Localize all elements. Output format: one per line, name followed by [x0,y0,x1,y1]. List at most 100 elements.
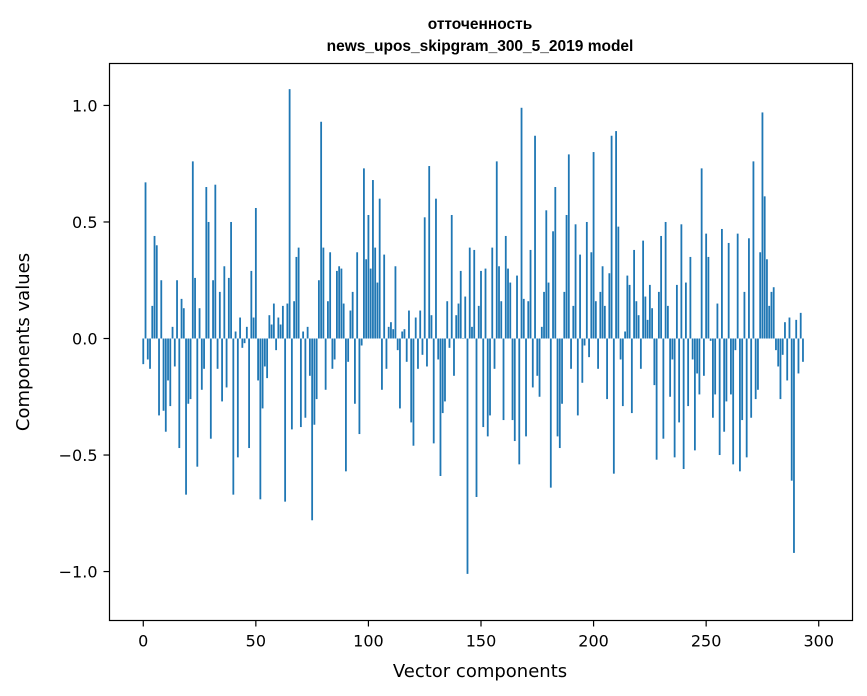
bar-233 [666,305,669,339]
bar-12 [169,338,172,407]
bar-150 [480,270,482,339]
x-axis-label: Vector components [393,661,567,682]
bar-131 [437,338,440,360]
bar-39 [230,221,232,339]
bar-145 [468,247,471,339]
bar-156 [493,338,496,369]
bar-276 [763,196,766,339]
bar-106 [381,338,383,390]
bar-267 [743,291,746,339]
y-tick-label-0: −1.0 [59,563,98,582]
bar-128 [430,315,433,339]
bar-250 [705,233,708,339]
bar-77 [315,338,318,400]
bar-63 [284,338,287,502]
bar-188 [565,214,568,339]
bar-273 [757,338,759,390]
bar-135 [446,301,449,339]
bar-72 [304,338,307,418]
bar-25 [198,308,201,339]
bar-116 [403,329,406,339]
bar-161 [504,235,507,339]
x-tick-label-150: 150 [466,632,497,651]
bar-235 [671,338,674,360]
bar-264 [736,233,739,339]
bar-220 [637,315,640,339]
x-tick-label-200: 200 [578,632,609,651]
bar-110 [390,322,392,339]
bar-259 [725,338,728,402]
bar-21 [189,338,192,400]
bar-140 [457,303,460,339]
bar-38 [227,277,230,339]
bar-218 [633,249,635,339]
bar-100 [367,214,370,339]
bar-136 [448,338,451,348]
bar-17 [180,298,183,339]
bar-278 [768,305,771,339]
bar-51 [257,338,259,381]
bar-288 [790,338,793,481]
bar-239 [680,224,683,339]
bar-159 [500,301,503,339]
bar-229 [657,291,660,339]
bar-231 [662,338,665,439]
bar-134 [444,338,446,402]
bar-98 [363,168,365,339]
bar-191 [572,305,575,339]
bar-195 [581,338,584,383]
bar-201 [594,301,597,339]
bar-175 [536,338,539,376]
bar-268 [745,338,748,458]
x-tick-label-100: 100 [353,632,384,651]
bar-292 [799,312,802,339]
bar-33 [216,338,219,369]
bar-94 [354,338,356,404]
bar-6 [155,245,158,339]
bar-230 [660,235,663,339]
bar-242 [687,338,690,407]
bar-85 [333,338,336,360]
bar-249 [703,338,705,376]
bar-167 [518,338,521,465]
bar-172 [529,249,532,339]
bar-0 [142,338,145,365]
bar-66 [290,338,293,430]
bar-68 [295,256,298,339]
bar-29 [207,221,210,339]
bar-95 [356,252,359,339]
bar-27 [203,338,205,369]
bar-138 [453,338,455,376]
bar-160 [502,338,505,421]
bar-210 [615,131,617,339]
bar-182 [552,231,554,339]
bar-31 [212,280,214,339]
bar-5 [153,235,156,339]
bar-153 [486,338,489,437]
bar-269 [748,238,750,339]
bar-121 [414,317,417,339]
bar-274 [759,252,762,339]
bar-42 [236,338,239,458]
bar-79 [320,121,323,339]
bar-168 [520,107,523,339]
bar-24 [196,338,199,467]
bar-222 [642,240,645,339]
bar-124 [421,338,424,355]
bar-217 [630,338,633,414]
bar-60 [277,317,280,339]
bar-1 [144,182,147,339]
bar-107 [383,254,386,339]
bar-54 [263,338,266,367]
bar-291 [797,338,800,374]
bar-154 [489,338,491,416]
bar-126 [426,338,428,367]
y-tick-label-1: −0.5 [59,446,98,465]
bar-236 [673,338,676,458]
bar-169 [522,298,525,339]
bar-7 [158,338,160,416]
bar-246 [696,338,699,374]
x-tick-label-50: 50 [246,632,266,651]
bar-224 [646,319,649,339]
